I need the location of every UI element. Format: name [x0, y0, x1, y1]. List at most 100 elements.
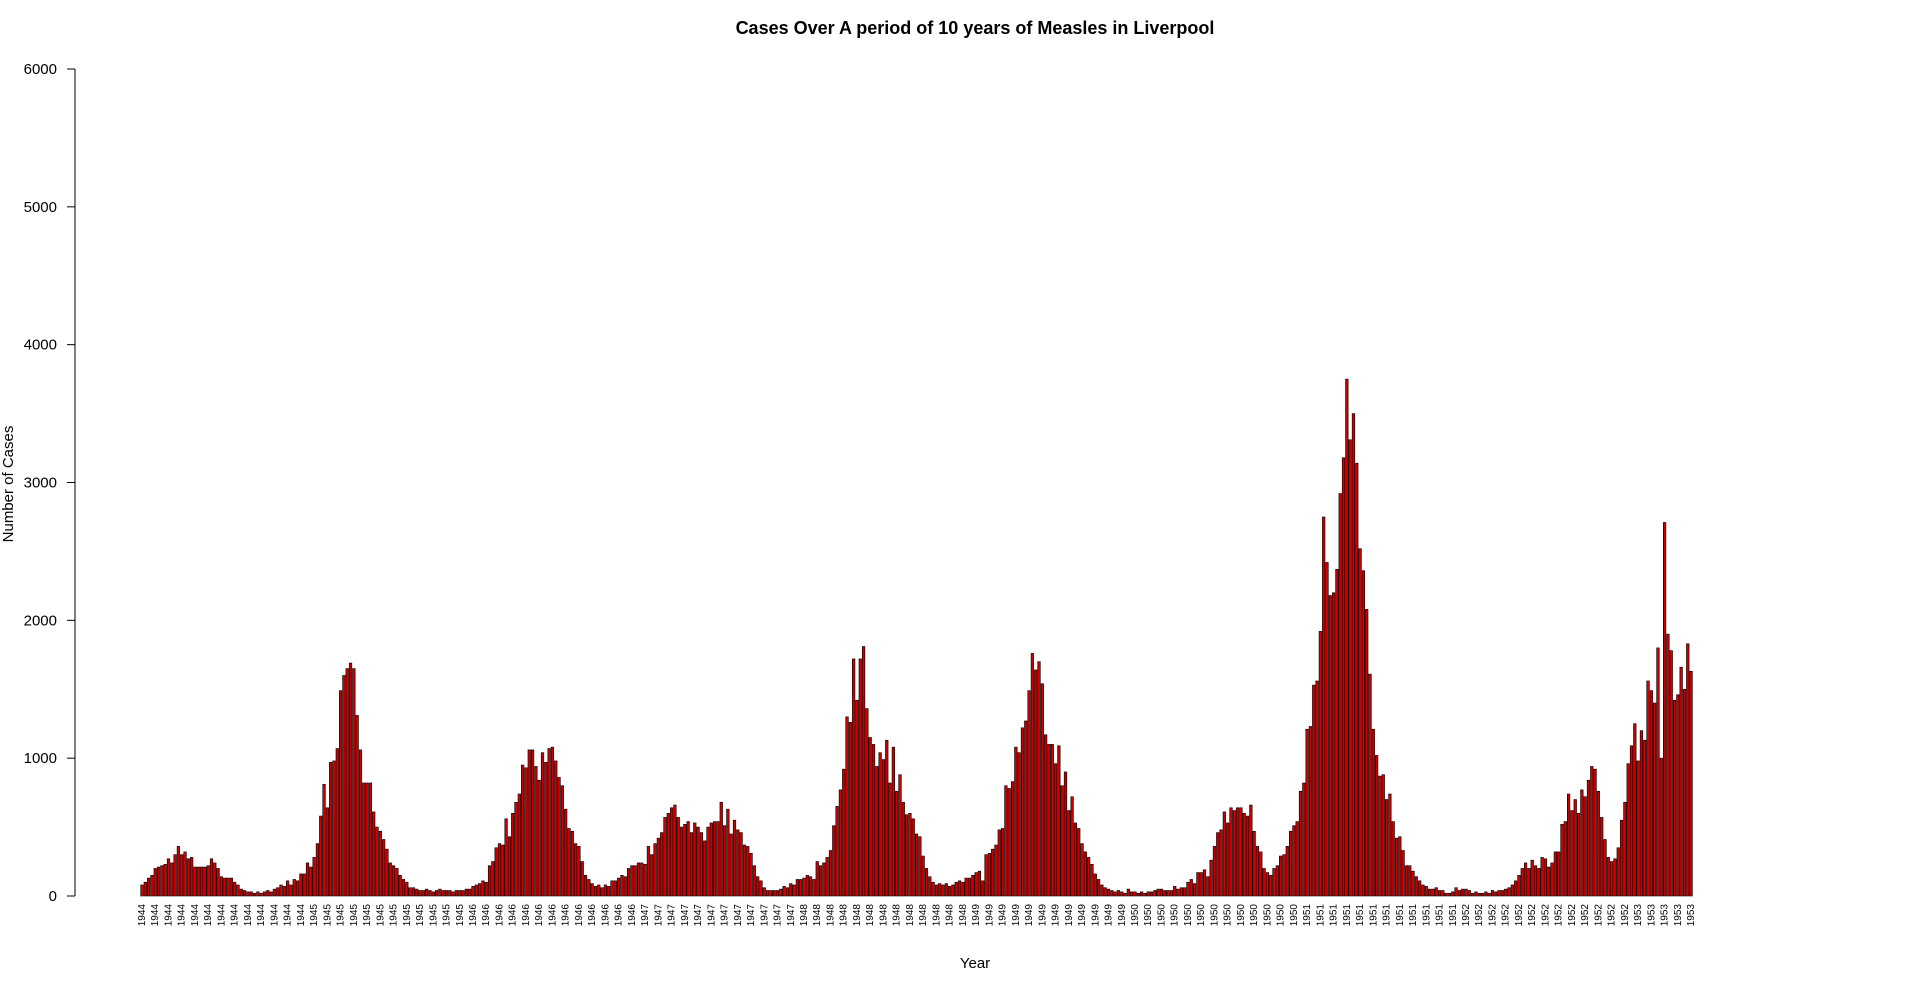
x-tick-label: 1947 — [733, 904, 744, 927]
bar — [1259, 851, 1263, 897]
x-tick-label: 1947 — [680, 904, 691, 927]
bar — [597, 884, 601, 897]
x-tick-label: 1944 — [296, 904, 307, 927]
x-tick-label: 1946 — [614, 904, 625, 927]
bar — [911, 818, 915, 897]
x-tick-label: 1949 — [1104, 904, 1115, 927]
bar — [362, 782, 366, 897]
bar — [666, 812, 670, 897]
bar — [1183, 887, 1187, 897]
x-tick-label: 1945 — [336, 904, 347, 927]
x-tick-label: 1944 — [269, 904, 280, 927]
bar — [623, 876, 627, 897]
bar — [812, 879, 816, 897]
x-tick-label: 1953 — [1660, 904, 1671, 927]
bar — [1163, 890, 1167, 897]
x-tick-label: 1952 — [1554, 904, 1565, 927]
bar — [1533, 865, 1538, 897]
bar — [981, 880, 985, 897]
x-tick-label: 1946 — [481, 904, 492, 927]
bar — [1689, 671, 1693, 897]
bar — [1537, 868, 1541, 897]
bar — [1348, 439, 1352, 897]
bar — [1252, 830, 1256, 897]
bar — [295, 880, 300, 897]
bar — [1530, 859, 1534, 897]
bar — [1212, 846, 1217, 897]
bar — [1527, 868, 1531, 897]
bar — [660, 832, 664, 897]
bar — [1378, 775, 1382, 897]
bar — [580, 861, 584, 897]
bar — [1272, 868, 1276, 897]
bar — [1494, 891, 1498, 897]
bar — [375, 826, 379, 897]
x-tick-label: 1948 — [799, 904, 810, 927]
x-tick-label: 1952 — [1527, 904, 1538, 927]
bar — [329, 761, 333, 897]
bar — [574, 843, 578, 897]
bar — [425, 888, 429, 897]
bar — [1338, 493, 1342, 897]
bar — [1590, 766, 1594, 897]
x-tick-label: 1946 — [547, 904, 558, 927]
bar — [1106, 888, 1111, 897]
bar — [746, 846, 750, 897]
bar — [1610, 861, 1614, 897]
bar — [1431, 888, 1435, 897]
y-tick-label: 6000 — [24, 61, 57, 78]
bar — [971, 875, 975, 897]
x-tick-label: 1945 — [375, 904, 386, 927]
bar — [1034, 669, 1038, 897]
bar — [736, 829, 740, 897]
bar — [1418, 880, 1422, 897]
x-tick-label: 1953 — [1646, 904, 1657, 927]
bar — [1623, 801, 1627, 897]
bar — [1375, 755, 1379, 897]
bar — [1146, 891, 1150, 897]
bar — [557, 777, 561, 897]
bar — [772, 890, 776, 897]
bar — [418, 890, 422, 897]
bar — [266, 890, 270, 897]
bar — [1010, 781, 1015, 897]
bar — [1474, 891, 1478, 897]
bar — [1371, 728, 1375, 897]
bar — [401, 879, 406, 897]
bar — [1202, 869, 1207, 897]
bar — [1292, 825, 1296, 897]
bar — [292, 879, 296, 897]
bar — [1242, 812, 1246, 897]
y-tick-label: 2000 — [24, 612, 57, 629]
x-tick-label: 1952 — [1514, 904, 1525, 927]
bar — [1487, 892, 1491, 897]
bar — [504, 818, 508, 897]
x-tick-label: 1951 — [1435, 904, 1446, 927]
bar — [497, 843, 502, 897]
bar — [206, 865, 210, 897]
bar — [785, 887, 790, 897]
bar — [1315, 680, 1319, 897]
x-tick-label: 1948 — [812, 904, 823, 927]
bar — [729, 833, 733, 897]
x-tick-label: 1948 — [865, 904, 876, 927]
bar — [458, 890, 462, 897]
bar — [1686, 643, 1690, 897]
bar — [1239, 807, 1243, 897]
bar — [1057, 745, 1061, 897]
bar — [521, 764, 525, 897]
bar — [1189, 879, 1193, 897]
bar — [1090, 863, 1094, 897]
bar — [259, 892, 263, 897]
bar — [1388, 793, 1392, 897]
x-tick-label: 1946 — [561, 904, 572, 927]
bar — [1570, 810, 1574, 897]
bar — [272, 888, 277, 897]
bar — [1020, 727, 1025, 897]
bar — [789, 883, 793, 897]
bar — [1222, 811, 1226, 897]
bar — [444, 890, 449, 897]
bar — [832, 825, 836, 897]
bar — [1209, 859, 1213, 897]
